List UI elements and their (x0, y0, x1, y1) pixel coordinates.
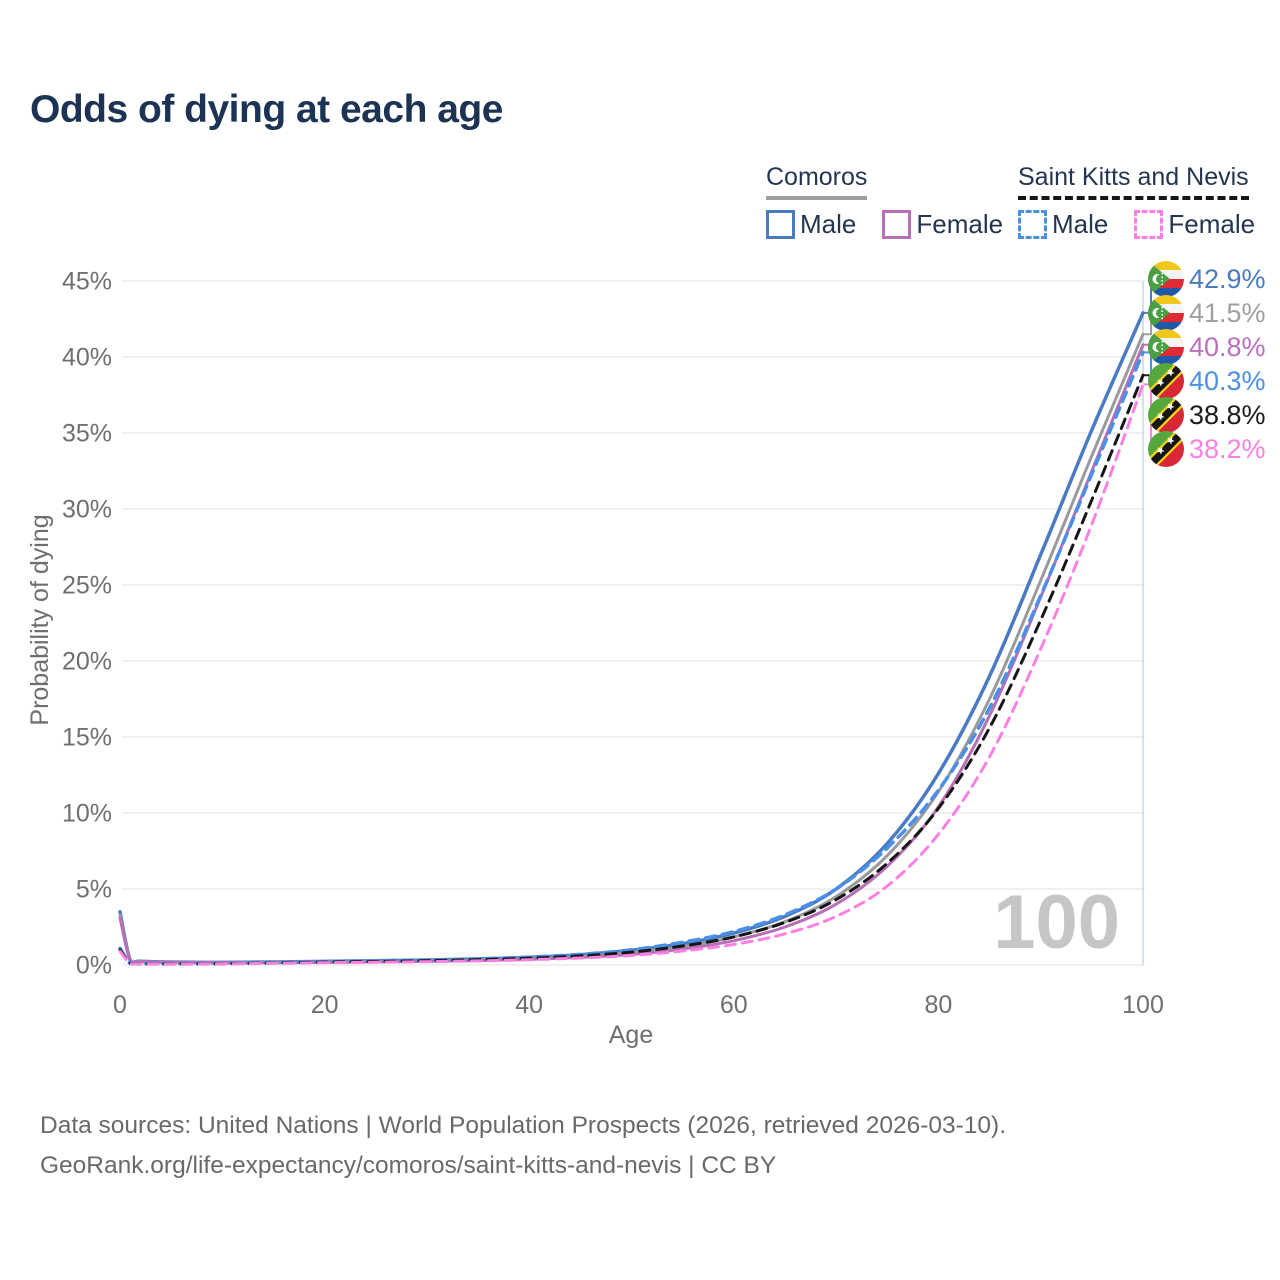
country-flag-icon (1148, 295, 1184, 331)
country-flag-icon (1148, 261, 1184, 297)
end-label-value: 42.9% (1189, 263, 1266, 294)
series-line-comoros-female[interactable] (118, 343, 1145, 965)
skn-female-swatch-icon (1134, 210, 1164, 239)
legend-item-skn-female[interactable]: Female (1134, 209, 1255, 240)
legend-item-label: Female (916, 209, 1004, 239)
x-tick-label: 20 (311, 991, 339, 1019)
legend-items-saint-kitts-and-nevis: Male Female (1018, 209, 1255, 240)
series-line-saint-kitts-and-nevis-female[interactable] (118, 382, 1145, 966)
series-line-saint-kitts-and-nevis-male[interactable] (118, 350, 1145, 966)
y-tick-label: 15% (62, 724, 112, 752)
end-label-row[interactable]: 42.9% (1148, 261, 1266, 297)
footer: Data sources: United Nations | World Pop… (40, 1106, 1006, 1186)
end-label-row[interactable]: 41.5% (1148, 295, 1266, 331)
end-label-value: 40.8% (1189, 331, 1266, 362)
skn-male-swatch-icon (1018, 210, 1047, 239)
y-tick-label: 30% (62, 496, 112, 524)
y-tick-label: 45% (62, 268, 112, 296)
footer-data-sources: Data sources: United Nations | World Pop… (40, 1112, 1007, 1139)
x-axis-tick-labels: 0 20 40 60 80 100 (113, 991, 1164, 1019)
y-tick-label: 0% (76, 952, 112, 980)
x-axis-title: Age (609, 1021, 653, 1049)
x-tick-label: 60 (720, 991, 748, 1019)
x-tick-label: 0 (113, 991, 127, 1019)
legend-item-comoros-male[interactable]: Male (766, 209, 856, 240)
y-axis-tick-labels: 0% 5% 10% 15% 20% 25% 30% 35% 40% 45% (62, 268, 112, 980)
x-tick-label: 100 (1122, 991, 1164, 1019)
y-tick-label: 40% (62, 344, 112, 372)
series-line-comoros-both-sexes[interactable] (118, 332, 1145, 965)
end-label-row[interactable]: 40.8% (1148, 329, 1266, 365)
comoros-female-swatch-icon (882, 210, 912, 239)
end-label-value: 41.5% (1189, 297, 1266, 328)
country-flag-icon (1148, 329, 1184, 365)
series-line-comoros-male[interactable] (118, 311, 1145, 965)
end-label-value: 38.8% (1189, 399, 1266, 430)
legend-group-comoros: Comoros Male Female (766, 163, 1003, 240)
y-tick-label: 35% (62, 420, 112, 448)
end-label-row[interactable]: 38.8% (1148, 397, 1266, 433)
country-flag-icon (1148, 363, 1184, 399)
country-flag-icon (1148, 431, 1184, 467)
country-flag-icon (1148, 397, 1184, 433)
line-chart-plot[interactable]: 0% 5% 10% 15% 20% 25% 30% 35% 40% 45% 0 20 40 60 80 10… (0, 240, 1280, 1070)
legend-group-saint-kitts-and-nevis: Saint Kitts and Nevis Male Female (1018, 163, 1255, 240)
legend-item-skn-male[interactable]: Male (1018, 209, 1108, 240)
legend-item-label: Male (1052, 209, 1109, 239)
x-tick-label: 40 (515, 991, 543, 1019)
legend-country-comoros[interactable]: Comoros (766, 163, 868, 200)
series-line-saint-kitts-and-nevis-both-sexes[interactable] (118, 373, 1145, 966)
gridlines (122, 280, 1145, 966)
end-label-row[interactable]: 40.3% (1148, 363, 1266, 399)
end-label-value: 40.3% (1189, 365, 1266, 396)
page-title: Odds of dying at each age (30, 88, 503, 131)
end-label-value: 38.2% (1189, 433, 1266, 464)
y-tick-label: 25% (62, 572, 112, 600)
footer-attribution: GeoRank.org/life-expectancy/comoros/sain… (40, 1152, 777, 1180)
hover-age-watermark: 100 (993, 880, 1120, 965)
legend-item-comoros-female[interactable]: Female (882, 209, 1003, 240)
y-axis-title: Probability of dying (26, 514, 54, 725)
comoros-male-swatch-icon (766, 210, 795, 239)
y-tick-label: 20% (62, 648, 112, 676)
y-tick-label: 10% (62, 800, 112, 828)
legend-item-label: Female (1168, 209, 1256, 239)
legend-country-saint-kitts-and-nevis[interactable]: Saint Kitts and Nevis (1018, 163, 1249, 200)
series-lines (118, 311, 1145, 966)
y-tick-label: 5% (76, 876, 112, 904)
legend-items-comoros: Male Female (766, 209, 1003, 240)
x-tick-label: 80 (924, 991, 952, 1019)
end-label-row[interactable]: 38.2% (1148, 431, 1266, 467)
legend-item-label: Male (800, 209, 857, 239)
